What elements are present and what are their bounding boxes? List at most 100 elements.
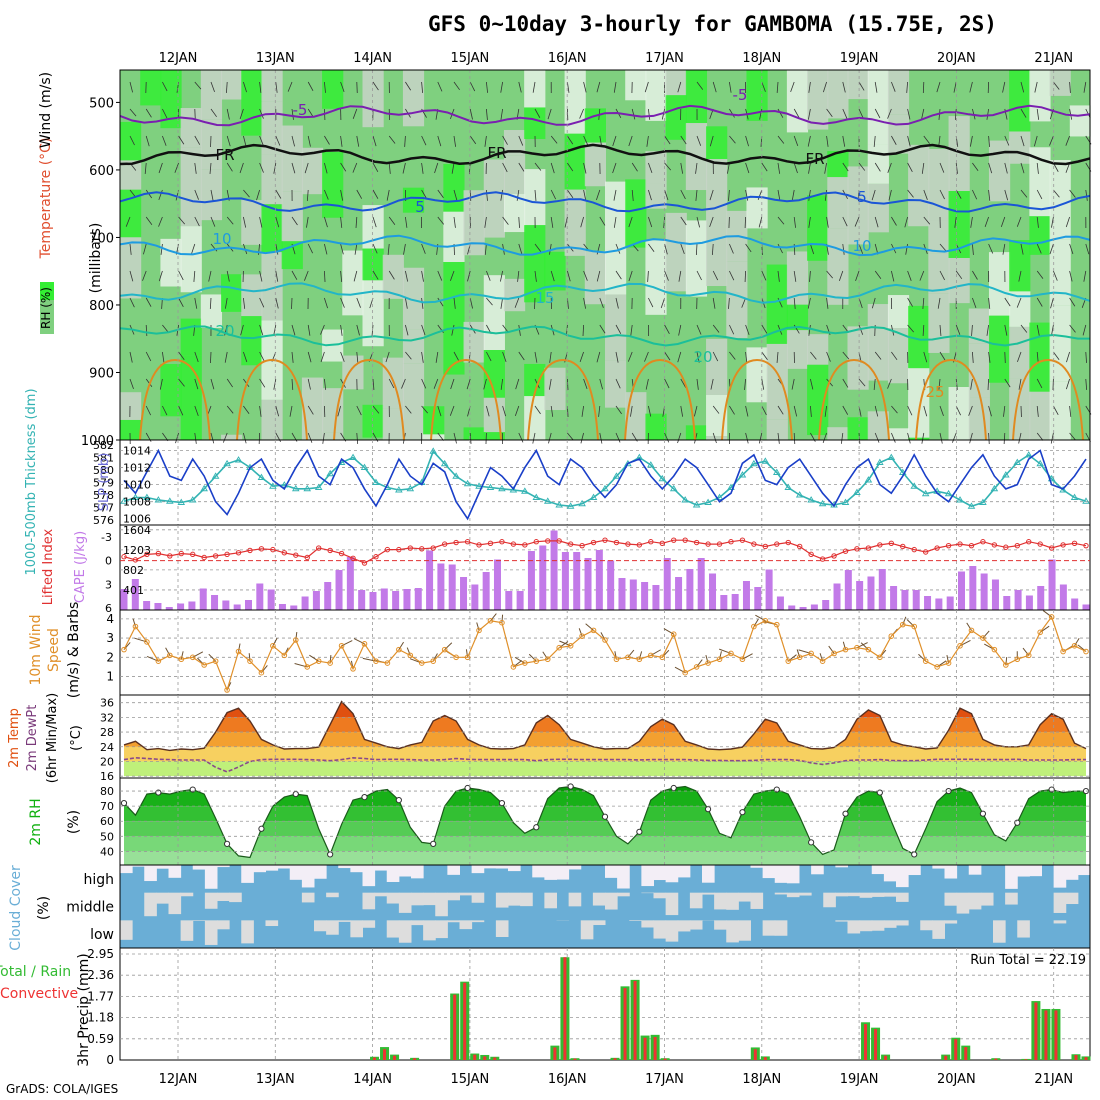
- wind-barb: [453, 297, 456, 309]
- wind-barb: [955, 405, 961, 416]
- wind-barb: [210, 432, 215, 444]
- wind-barb: [194, 135, 201, 145]
- wind-barb: [340, 216, 343, 228]
- thickness-tick-label: 582: [93, 439, 114, 452]
- wind-barb: [1036, 324, 1040, 336]
- cape-bar: [652, 585, 660, 610]
- temperature-legend-label: Temperature (°C): [38, 138, 54, 260]
- isotherm-label: FR: [487, 144, 506, 162]
- isotherm-label: 25: [925, 383, 944, 401]
- wind-speed-marker: [327, 660, 333, 666]
- cloud-gap: [605, 892, 618, 910]
- thickness-marker: [669, 484, 678, 492]
- cape-tick-label: 1203: [123, 544, 151, 557]
- thickness-marker: [1059, 486, 1067, 493]
- rh-region: [180, 420, 202, 440]
- thickness-marker: [601, 484, 609, 492]
- cloud-gap: [495, 920, 509, 937]
- wind-barb: [388, 270, 395, 280]
- wind-barb: [486, 189, 488, 201]
- wind-barb: [744, 378, 746, 390]
- precip-convective-bar: [1024, 1059, 1028, 1060]
- series-line: [123, 449, 1087, 508]
- wind-barb: [615, 270, 622, 280]
- li-marker: [705, 541, 711, 547]
- wind-barb: [1004, 135, 1010, 146]
- wind-barb: [776, 81, 779, 93]
- wind-barb: [858, 108, 864, 119]
- li-marker: [533, 539, 539, 545]
- wind-speed-marker: [556, 644, 562, 651]
- wind-barb: [810, 405, 812, 417]
- wind-barb: [810, 243, 815, 255]
- wind-barb: [923, 351, 928, 363]
- rh-region: [665, 95, 687, 140]
- wind-barb: [388, 216, 396, 225]
- rh-region: [503, 193, 526, 233]
- wind-barb: [567, 81, 570, 93]
- wind-barb: [1036, 162, 1039, 174]
- cloud-row-label: middle: [66, 900, 114, 916]
- wind-barb: [1083, 270, 1087, 282]
- wind-speed-marker: [648, 652, 654, 659]
- isotherm-25: [430, 358, 502, 441]
- wind-barb: [580, 216, 584, 228]
- wind-barb: [871, 297, 876, 309]
- wind-barb: [583, 135, 589, 146]
- rh-region: [827, 228, 849, 305]
- isotherm-label: -5: [733, 86, 748, 104]
- wind-barb: [1003, 405, 1006, 417]
- date-label-top: 16JAN: [548, 51, 587, 66]
- rh-region: [867, 144, 889, 184]
- thickness-marker: [440, 459, 449, 467]
- wind-barb: [790, 81, 795, 92]
- wind-barb: [596, 189, 601, 201]
- cape-bar: [188, 601, 196, 610]
- cape-bar: [335, 570, 343, 610]
- wind-barb: [243, 135, 247, 147]
- rh-region: [524, 169, 546, 226]
- rh-region: [887, 70, 910, 115]
- cloud-gap: [362, 892, 376, 910]
- wind-barb: [648, 189, 652, 201]
- thickness-marker: [395, 486, 403, 493]
- li-marker: [453, 539, 459, 546]
- lifted-index-axis-label: Lifted Index: [41, 528, 56, 605]
- wind-barb: [842, 108, 848, 119]
- wind-barb: [469, 432, 472, 444]
- wind-barb: [324, 162, 328, 174]
- wind-barb: [175, 432, 179, 444]
- wind-barb: [986, 108, 989, 120]
- wind-barb: [210, 351, 212, 363]
- wind-barb: [1018, 432, 1022, 444]
- wind-barb: [567, 378, 569, 390]
- rh-region: [120, 121, 142, 161]
- cloud-gap: [871, 920, 885, 931]
- thickness-tick-label: 580: [93, 464, 114, 477]
- cloud-gap: [823, 892, 836, 908]
- chart-title: GFS 0~10day 3-hourly for GAMBOMA (15.75E…: [428, 12, 997, 36]
- wind-barb: [304, 162, 309, 174]
- wind-barb: [664, 243, 668, 255]
- isotherm-label: 5: [415, 198, 425, 216]
- wind-barb: [353, 270, 358, 282]
- cape-bar: [754, 587, 762, 610]
- date-label-bottom: 14JAN: [353, 1072, 392, 1087]
- wind-barb: [793, 216, 796, 228]
- wind-barb: [855, 270, 860, 282]
- wind-barb: [449, 405, 455, 416]
- wind-speed-marker: [144, 639, 150, 645]
- precip-tick-label: 2.36: [87, 968, 114, 982]
- rh2m-marker: [292, 790, 299, 798]
- rh2m-marker: [327, 851, 334, 858]
- wind-barb: [372, 135, 377, 147]
- cape-bar: [1025, 595, 1033, 610]
- li-marker: [441, 541, 448, 547]
- cloud-gap: [677, 920, 691, 932]
- li-marker: [968, 542, 975, 549]
- li-marker: [510, 541, 517, 547]
- wind-barb: [615, 297, 619, 309]
- cloud-gap: [980, 892, 994, 906]
- wind-barb: [145, 216, 153, 225]
- wind-barb: [777, 243, 783, 254]
